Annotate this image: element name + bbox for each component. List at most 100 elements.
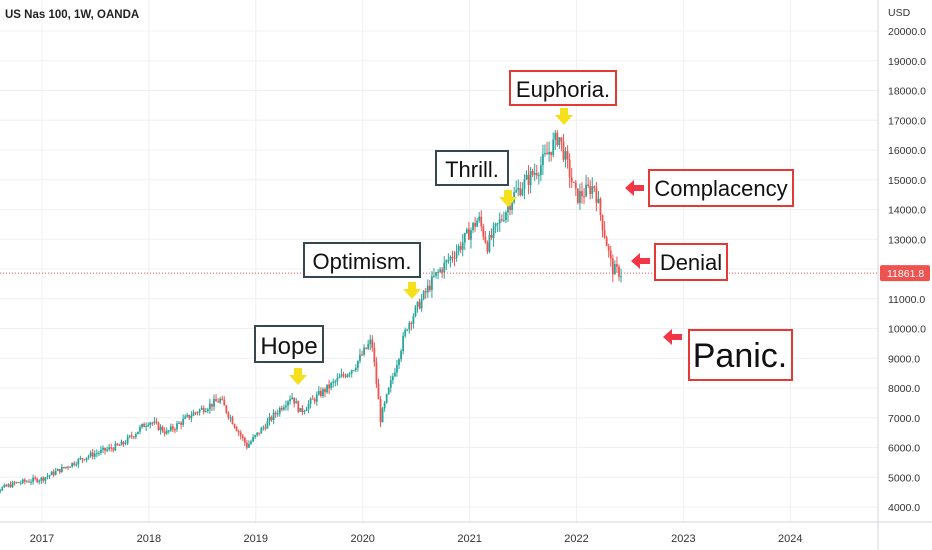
annotation-euphoria-text: Euphoria. (516, 77, 610, 102)
candle-body (34, 477, 37, 479)
candle-body (537, 175, 540, 177)
candle-body (221, 398, 224, 400)
candle-body (56, 468, 59, 471)
candle-body (169, 426, 172, 431)
left-arrow-icon (663, 329, 682, 345)
candle-body (389, 380, 392, 388)
candle-body (531, 171, 534, 175)
candle-body (365, 347, 368, 349)
candle-body (241, 435, 244, 438)
candle-body (161, 426, 164, 432)
candle-body (472, 222, 474, 231)
price-tick-label: 4000.0 (888, 502, 920, 514)
candle-body (120, 441, 123, 446)
candle-body (344, 375, 347, 377)
candle-body (548, 151, 550, 155)
candle-body (618, 266, 620, 277)
candle-body (167, 430, 170, 432)
candle-body (42, 477, 45, 481)
candle-body (97, 452, 100, 454)
candle-body (75, 464, 78, 466)
candle-body (65, 466, 67, 468)
price-tick-label: 11000.0 (888, 294, 925, 306)
candle-body (9, 484, 12, 488)
candle-body (451, 256, 454, 259)
candle-body (188, 414, 191, 419)
candle-body (542, 154, 544, 166)
time-tick-label: 2018 (137, 533, 161, 545)
candle-body (1, 487, 4, 491)
candle-body (435, 272, 437, 276)
candle-body (126, 436, 129, 444)
candle-body (237, 431, 240, 433)
candle-body (141, 423, 143, 427)
candle-body (264, 427, 267, 429)
candle-body (613, 264, 616, 275)
candle-body (223, 399, 226, 406)
candle-body (258, 432, 261, 434)
last-price-label: 11861.8 (887, 268, 924, 280)
candle-body (11, 482, 14, 488)
annotation-denial: Denial (631, 243, 728, 281)
candle-body (252, 437, 254, 442)
candle-body (0, 490, 2, 492)
candle-body (488, 234, 491, 252)
candle-body (523, 179, 526, 190)
candle-body (428, 285, 431, 291)
candle-body (552, 139, 555, 156)
candle-body (137, 431, 139, 435)
candle-body (352, 370, 355, 372)
time-tick-label: 2017 (30, 533, 54, 545)
candle-body (457, 246, 460, 252)
candle-body (295, 401, 298, 404)
candle-body (213, 399, 215, 407)
candle-body (406, 329, 409, 331)
candle-body (354, 367, 357, 371)
candle-body (433, 275, 435, 277)
candle-body (363, 347, 365, 355)
grid-lines (0, 0, 878, 522)
candle-body (83, 459, 86, 461)
candle-body (562, 141, 565, 160)
candle-body (455, 251, 458, 259)
candle-body (309, 398, 312, 404)
candle-body (560, 137, 563, 142)
candle-body (52, 471, 55, 475)
candle-body (546, 152, 548, 155)
candle-body (533, 172, 536, 175)
candle-body (326, 384, 328, 393)
candle-body (465, 229, 468, 234)
candle-body (145, 425, 148, 427)
price-tick-label: 8000.0 (888, 383, 920, 395)
candle-body (591, 186, 594, 195)
candle-body (383, 402, 386, 409)
price-tick-label: 7000.0 (888, 413, 920, 425)
candle-body (593, 186, 596, 188)
candle-body (439, 269, 442, 272)
candle-body (180, 422, 183, 425)
candle-body (104, 447, 106, 451)
candle-body (100, 449, 102, 453)
candle-body (291, 397, 294, 400)
candle-body (194, 412, 197, 414)
candle-body (67, 466, 69, 468)
candle-body (93, 453, 96, 457)
candle-body (400, 350, 402, 360)
price-tick-label: 9000.0 (888, 353, 920, 365)
candle-body (418, 301, 421, 309)
candle-body (391, 376, 394, 381)
candle-body (149, 422, 152, 425)
candle-body (46, 476, 49, 478)
candle-body (307, 403, 310, 410)
candle-body (231, 417, 234, 425)
candle-body (474, 222, 476, 227)
candle-body (95, 453, 98, 455)
candle-body (297, 401, 300, 412)
candle-body (128, 435, 131, 437)
candle-body (79, 458, 82, 460)
candle-body (589, 186, 592, 195)
candle-body (498, 219, 501, 224)
candle-body (338, 376, 341, 379)
candle-body (235, 427, 238, 432)
